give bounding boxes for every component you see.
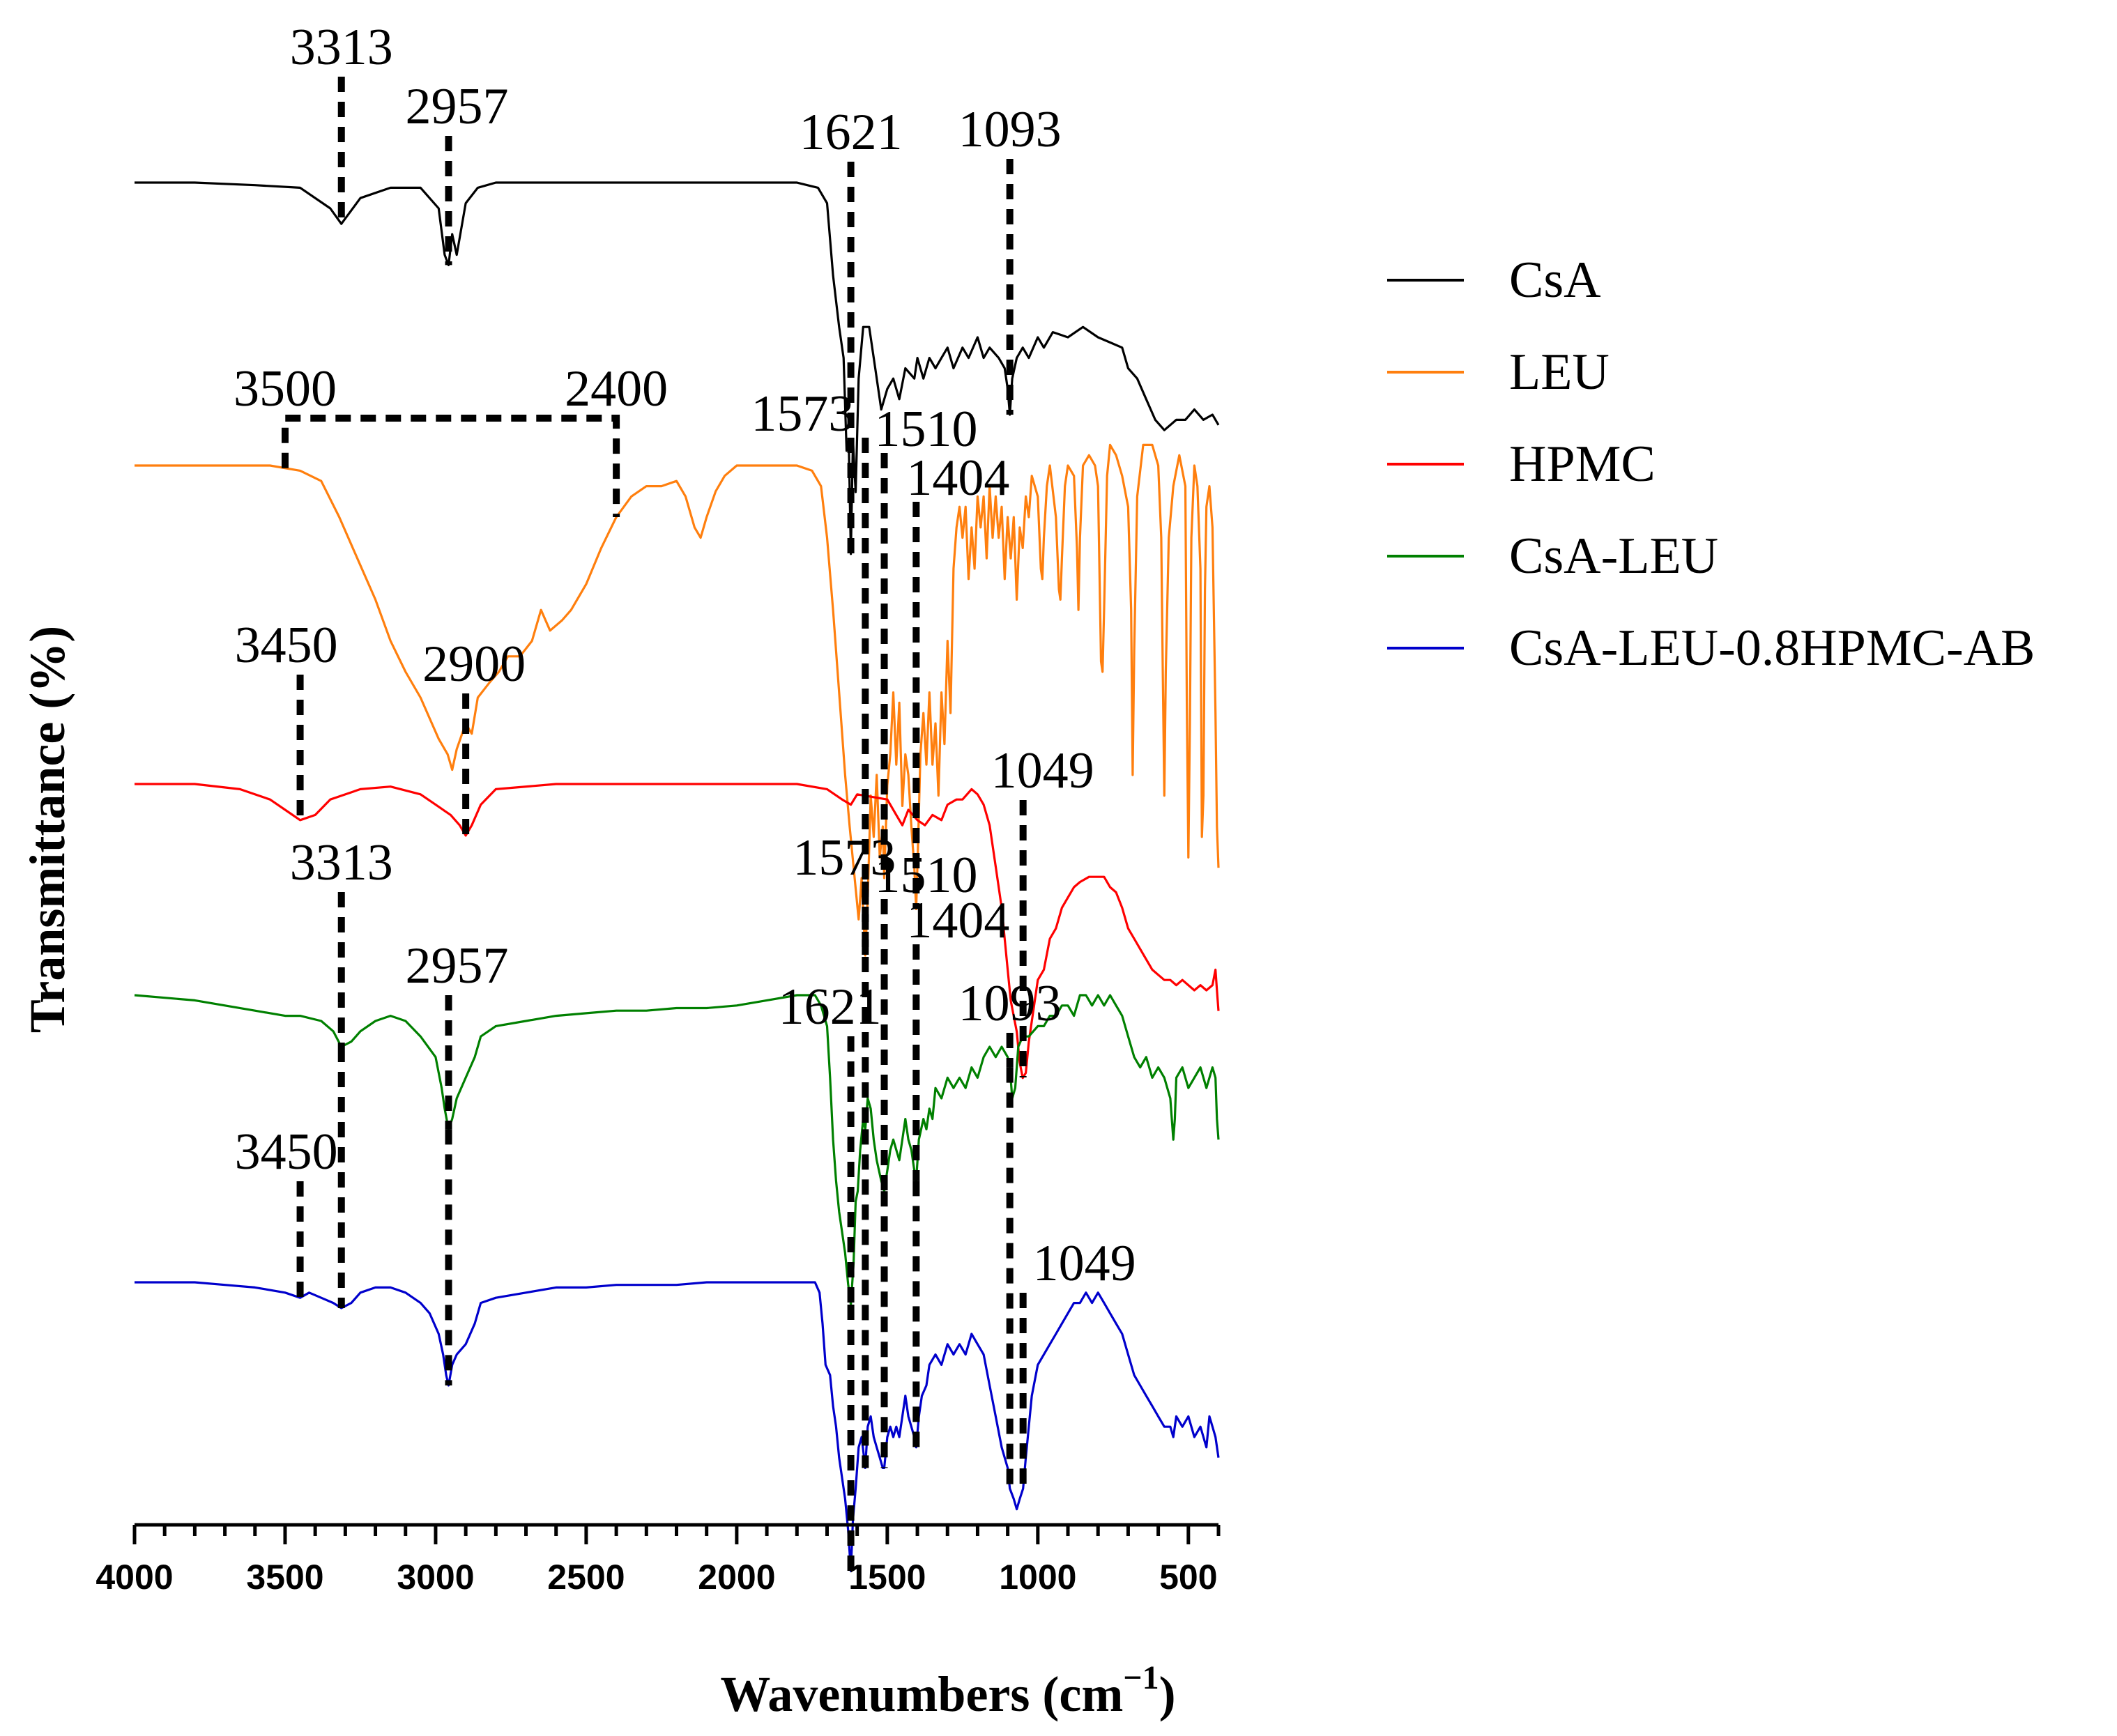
x-axis-title: Wavenumbers (cm−1) bbox=[720, 1659, 1175, 1722]
annotation-label-1621: 1621 bbox=[800, 104, 903, 161]
annotation-range-label-right: 2400 bbox=[565, 360, 668, 417]
x-axis-title-suffix: ) bbox=[1159, 1666, 1176, 1722]
annotation-label-2957: 2957 bbox=[406, 937, 509, 994]
legend-label: HPMC bbox=[1509, 436, 1656, 493]
annotation-label-2957: 2957 bbox=[406, 78, 509, 135]
legend-label: LEU bbox=[1509, 344, 1610, 401]
x-axis-title-main: Wavenumbers (cm bbox=[720, 1666, 1123, 1722]
x-tick-label: 3000 bbox=[397, 1558, 474, 1597]
series-line-hpmc bbox=[135, 783, 1220, 1080]
y-axis-title: Transmittance (%) bbox=[20, 626, 75, 1034]
annotation-label-3313: 3313 bbox=[290, 834, 393, 891]
legend: CsA LEU HPMC CsA-LEU CsA-LEU-0.8HPMC-AB bbox=[1387, 252, 2035, 677]
annotation-label-1049: 1049 bbox=[991, 742, 1094, 799]
x-tick-label: 2000 bbox=[698, 1558, 775, 1597]
legend-label: CsA bbox=[1509, 252, 1601, 309]
annotation-label-1404: 1404 bbox=[906, 450, 1009, 507]
annotation-label-1573: 1573 bbox=[793, 829, 896, 886]
x-tick-label: 500 bbox=[1159, 1558, 1217, 1597]
x-tick-label: 4000 bbox=[95, 1558, 173, 1597]
annotation-label-1404: 1404 bbox=[906, 892, 1009, 949]
annotation-label-1510: 1510 bbox=[875, 401, 978, 458]
legend-label: CsA-LEU-0.8HPMC-AB bbox=[1509, 620, 2035, 677]
annotation-label-3313: 3313 bbox=[290, 19, 393, 76]
annotation-label-1510: 1510 bbox=[875, 847, 978, 904]
x-axis-title-superscript: −1 bbox=[1123, 1659, 1159, 1696]
x-tick-label: 3500 bbox=[246, 1558, 323, 1597]
annotation-label-1573: 1573 bbox=[751, 385, 854, 443]
annotation-label-3450: 3450 bbox=[235, 1123, 338, 1181]
annotation-label-1049: 1049 bbox=[1033, 1235, 1136, 1292]
annotation-label-3450: 3450 bbox=[235, 617, 338, 674]
annotation-label-1093: 1093 bbox=[958, 975, 1062, 1032]
annotation-label-1093: 1093 bbox=[958, 101, 1062, 158]
x-tick-label: 2500 bbox=[547, 1558, 625, 1597]
x-tick-label: 1000 bbox=[999, 1558, 1076, 1597]
series-line-leu bbox=[135, 443, 1220, 957]
annotation-label-2900: 2900 bbox=[422, 636, 526, 693]
series-line-csa bbox=[135, 181, 1220, 555]
annotation-range-label-left: 3500 bbox=[234, 360, 337, 417]
annotation-range-bracket bbox=[281, 415, 620, 517]
series-line-csa-leu bbox=[134, 994, 1220, 1306]
legend-label: CsA-LEU bbox=[1509, 528, 1718, 585]
x-tick-label: 1500 bbox=[848, 1558, 926, 1597]
x-axis: 4000 3500 3000 2500 2000 1500 1000 500 bbox=[95, 1523, 1221, 1597]
